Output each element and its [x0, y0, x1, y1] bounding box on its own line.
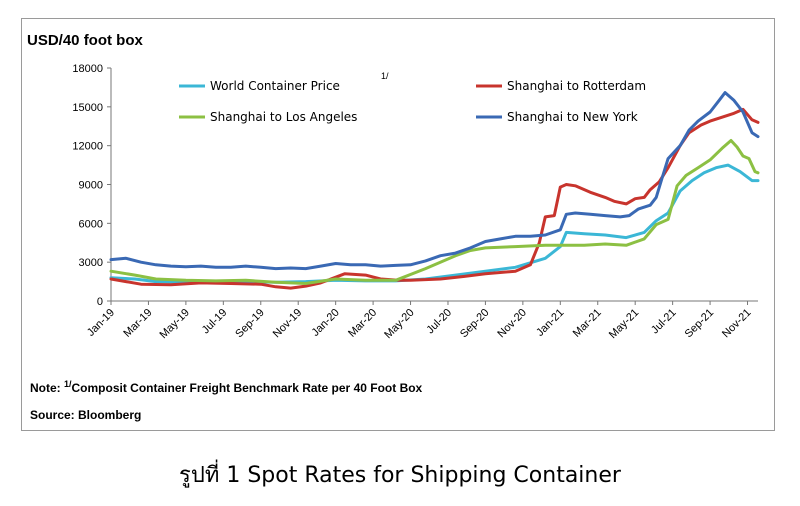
figure-caption: รูปที่ 1 Spot Rates for Shipping Contain… [179, 463, 621, 488]
y-tick-label: 0 [97, 296, 103, 308]
y-tick-label: 9000 [79, 180, 103, 192]
chart-frame: USD/40 foot box 0 3000 6000 9000 12000 15000 1… [21, 18, 775, 431]
legend-label-3: Shanghai to New York [507, 110, 638, 124]
x-tick-label: Sep-21 [683, 307, 717, 341]
note-superscript: 1/ [64, 379, 72, 389]
note-text: Composit Container Freight Benchmark Rat… [72, 381, 423, 395]
x-axis: Jan-19 Mar-19 May-19 Jul-19 Sep-19 Nov-19 Jan-… [85, 300, 758, 341]
x-tick-label: Mar-19 [121, 307, 154, 340]
x-tick-label: Mar-20 [346, 307, 379, 340]
y-axis: 0 3000 6000 9000 12000 15000 18000 [72, 63, 112, 308]
x-tick-label: Jul-20 [424, 307, 454, 337]
y-tick-label: 6000 [79, 218, 103, 230]
x-tick-label: Jul-21 [649, 307, 679, 337]
y-tick-label: 12000 [72, 141, 103, 153]
y-tick-label: 15000 [72, 102, 103, 114]
x-tick-label: May-19 [158, 307, 192, 341]
x-tick-label: Nov-20 [495, 307, 529, 341]
x-tick-label: Nov-19 [271, 307, 305, 341]
legend-label-1: Shanghai to Rotterdam [507, 79, 646, 93]
series-lines [109, 91, 760, 290]
y-tick-label: 18000 [72, 63, 103, 75]
series-line-1 [109, 107, 760, 290]
legend-label-0: World Container Price [210, 79, 340, 93]
x-tick-label: Sep-20 [458, 307, 492, 341]
x-tick-label: Jan-19 [85, 307, 117, 339]
x-tick-label: Jul-19 [200, 307, 230, 337]
series-line-2 [109, 139, 760, 285]
legend: World Container Price Shanghai to Rotterd… [179, 79, 646, 124]
line-chart: USD/40 foot box 0 3000 6000 9000 12000 15000 1… [27, 32, 760, 422]
x-tick-label: Jan-21 [534, 307, 566, 339]
series-line-3 [109, 91, 760, 271]
x-tick-label: May-20 [382, 307, 416, 341]
x-tick-label: May-21 [607, 307, 641, 341]
x-tick-label: Jan-20 [310, 307, 342, 339]
chart-note: Note: 1/Composit Container Freight Bench… [30, 379, 423, 395]
footnote-marker: 1/ [381, 71, 389, 81]
chart-source: Source: Bloomberg [30, 408, 141, 422]
x-tick-label: Sep-19 [233, 307, 267, 341]
y-tick-label: 3000 [79, 257, 103, 269]
note-prefix: Note: [30, 381, 64, 395]
x-tick-label: Nov-21 [720, 307, 754, 341]
legend-label-2: Shanghai to Los Angeles [210, 110, 357, 124]
x-tick-label: Mar-21 [571, 307, 604, 340]
y-unit-label: USD/40 foot box [27, 32, 143, 49]
